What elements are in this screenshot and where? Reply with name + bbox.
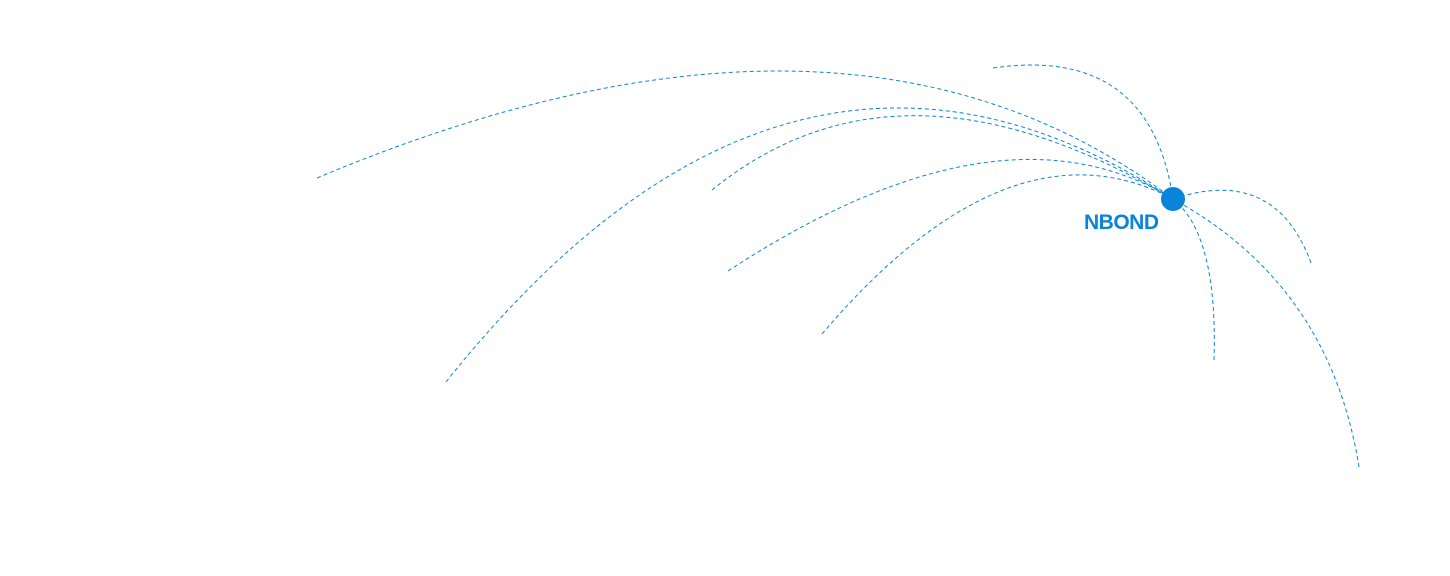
connection-arc: [711, 115, 1174, 200]
connection-arc: [316, 70, 1174, 200]
hub-label: NBOND: [1084, 211, 1159, 234]
connection-arc: [821, 174, 1174, 335]
connection-arc: [445, 107, 1174, 383]
connection-arc: [727, 159, 1174, 272]
connection-arc: [1172, 198, 1360, 468]
connection-arc: [992, 64, 1174, 200]
connection-arc: [1172, 198, 1215, 361]
hub-node: [1161, 187, 1185, 211]
connection-arc: [1172, 189, 1312, 264]
